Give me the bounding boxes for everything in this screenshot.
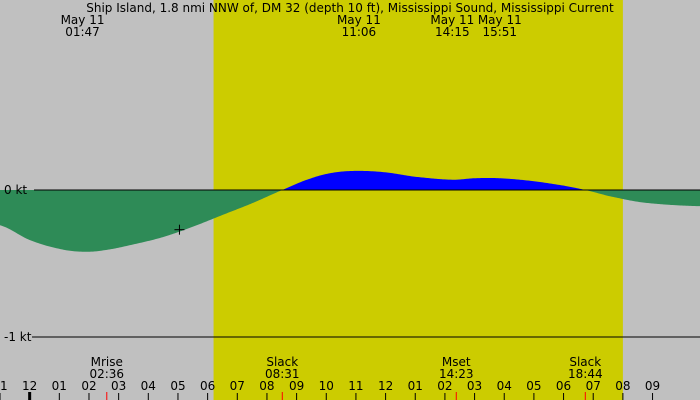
x-tick-label-2: 01 bbox=[52, 379, 67, 393]
x-tick-label-17: 04 bbox=[497, 379, 512, 393]
ebb-area bbox=[0, 190, 700, 252]
x-tick-label-12: 11 bbox=[348, 379, 363, 393]
top-event-date-0: May 11 bbox=[61, 13, 105, 27]
bottom-event-label-3: Slack bbox=[569, 355, 601, 369]
x-tick-label-13: 12 bbox=[378, 379, 393, 393]
x-tick-label-22: 09 bbox=[645, 379, 660, 393]
current-time-marker bbox=[174, 224, 185, 235]
bottom-event-time-1: 08:31 bbox=[265, 367, 300, 381]
x-tick-label-10: 09 bbox=[289, 379, 304, 393]
x-tick-label-6: 05 bbox=[170, 379, 185, 393]
x-tick-label-14: 01 bbox=[408, 379, 423, 393]
y-axis-label-1: -1 kt bbox=[4, 330, 32, 344]
x-tick-label-0: 11 bbox=[0, 379, 8, 393]
x-tick-label-5: 04 bbox=[141, 379, 156, 393]
daylight-band bbox=[213, 0, 623, 400]
x-tick-label-7: 06 bbox=[200, 379, 215, 393]
chart-title: Ship Island, 1.8 nmi NNW of, DM 32 (dept… bbox=[86, 1, 614, 15]
y-axis-label-0: 0 kt bbox=[4, 183, 27, 197]
x-tick-label-3: 02 bbox=[81, 379, 96, 393]
y-axis-labels: 0 kt -1 kt bbox=[4, 183, 32, 344]
top-event-time-0: 01:47 bbox=[65, 25, 100, 39]
bottom-event-label-2: Mset bbox=[442, 355, 471, 369]
top-event-date-1: May 11 bbox=[337, 13, 381, 27]
bottom-event-time-0: 02:36 bbox=[89, 367, 124, 381]
top-event-time-2: 14:15 bbox=[435, 25, 470, 39]
top-event-date-2: May 11 bbox=[430, 13, 474, 27]
x-tick-label-20: 07 bbox=[586, 379, 601, 393]
x-tick-label-4: 03 bbox=[111, 379, 126, 393]
x-tick-label-15: 02 bbox=[437, 379, 452, 393]
x-tick-label-18: 05 bbox=[526, 379, 541, 393]
bottom-event-time-3: 18:44 bbox=[568, 367, 603, 381]
bottom-event-label-0: Mrise bbox=[91, 355, 123, 369]
top-event-time-1: 11:06 bbox=[342, 25, 377, 39]
x-axis: 11 12 01 02 03 04 05 06 07 08 09 10 11 12 01 02 03 04 05 06… bbox=[0, 379, 660, 400]
current-areas bbox=[0, 170, 700, 252]
x-tick-label-11: 10 bbox=[319, 379, 334, 393]
x-tick-label-16: 03 bbox=[467, 379, 482, 393]
x-tick-label-1: 12 bbox=[22, 379, 37, 393]
bottom-event-time-2: 14:23 bbox=[439, 367, 474, 381]
x-tick-label-8: 07 bbox=[230, 379, 245, 393]
top-event-date-3: May 11 bbox=[478, 13, 522, 27]
x-tick-label-19: 06 bbox=[556, 379, 571, 393]
x-tick-label-21: 08 bbox=[615, 379, 630, 393]
flood-area bbox=[0, 170, 700, 190]
top-event-time-3: 15:51 bbox=[482, 25, 517, 39]
bottom-event-label-1: Slack bbox=[266, 355, 298, 369]
midnight-tick bbox=[28, 392, 32, 400]
x-tick-label-9: 08 bbox=[259, 379, 274, 393]
